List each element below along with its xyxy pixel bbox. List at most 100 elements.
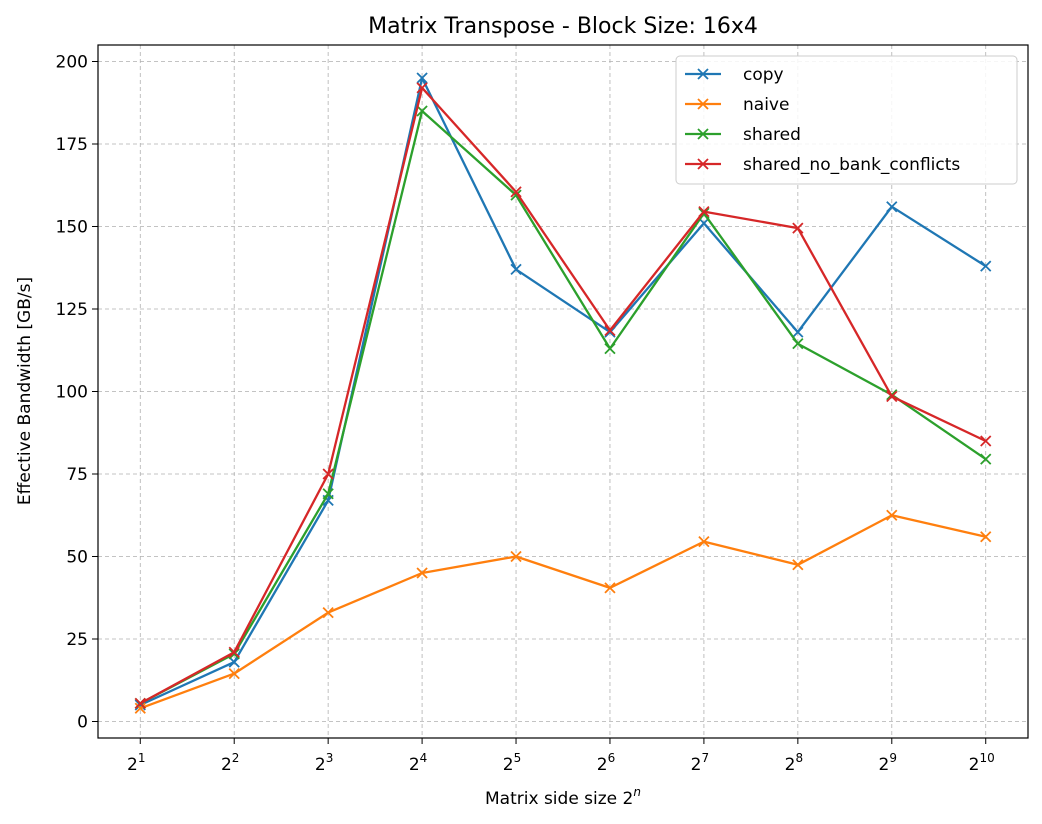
data-point-marker: [980, 453, 992, 465]
data-point-marker: [228, 656, 240, 668]
data-point-marker: [416, 72, 428, 84]
data-point-marker: [604, 342, 616, 355]
data-point-marker: [886, 509, 898, 521]
x-axis-ticks: 21 22 23 24 25 26 27 28 29 210: [127, 738, 995, 775]
data-point-marker: [980, 260, 992, 272]
x-tick-exponent: 1: [138, 751, 146, 765]
data-point-marker: [228, 668, 240, 680]
data-point-marker: [792, 338, 804, 350]
legend-label: shared: [743, 125, 801, 145]
data-point-marker: [510, 550, 522, 563]
data-point-marker: [510, 263, 522, 276]
x-tick-exponent: 5: [514, 751, 522, 765]
x-tick-label: 29: [879, 751, 897, 775]
x-axis-label: Matrix side size 2n: [485, 785, 641, 809]
legend-label: naive: [743, 95, 789, 115]
x-tick-label: 23: [315, 751, 333, 775]
x-tick-base: 2: [879, 755, 890, 775]
legend-entry: naive: [685, 95, 789, 115]
legend-entry: shared_no_bank_conflicts: [685, 155, 960, 175]
x-tick-base: 2: [597, 755, 608, 775]
y-tick-label: 150: [56, 218, 88, 238]
y-tick-label: 100: [56, 383, 88, 403]
legend-marker: [697, 98, 709, 110]
data-point-marker: [792, 222, 804, 234]
legend-entry: copy: [685, 65, 784, 85]
x-axis-label-superscript: n: [633, 785, 641, 799]
data-point-marker: [604, 582, 616, 594]
x-tick-label: 210: [969, 751, 995, 775]
data-point-marker: [322, 468, 334, 480]
data-point-marker: [698, 206, 710, 218]
x-tick-label: 22: [221, 751, 239, 775]
data-point-marker: [228, 648, 240, 660]
x-tick-base: 2: [127, 755, 138, 775]
x-tick-label: 26: [597, 751, 615, 775]
data-point-marker: [322, 488, 334, 500]
y-axis-label: Effective Bandwidth [GB/s]: [15, 277, 35, 505]
data-point-marker: [980, 435, 992, 447]
x-tick-label: 27: [691, 751, 709, 775]
x-tick-exponent: 3: [326, 751, 334, 765]
series-layer: [134, 72, 992, 714]
series-naive: [134, 509, 992, 714]
x-tick-base: 2: [969, 755, 980, 775]
series-line: [139, 76, 987, 707]
y-tick-label: 0: [77, 713, 88, 733]
legend-marker: [697, 158, 709, 170]
x-tick-label: 25: [503, 751, 521, 775]
chart-title: Matrix Transpose - Block Size: 16x4: [368, 14, 758, 39]
x-tick-base: 2: [315, 755, 326, 775]
x-tick-label: 24: [409, 751, 427, 775]
series-line: [139, 109, 987, 705]
legend: copy naive shared shared_no_bank_conflicts: [675, 55, 1018, 185]
x-tick-base: 2: [785, 755, 796, 775]
x-tick-exponent: 7: [702, 751, 710, 765]
data-point-marker: [134, 697, 146, 709]
x-tick-exponent: 9: [889, 751, 897, 765]
data-point-marker: [416, 105, 428, 117]
x-tick-exponent: 10: [980, 751, 995, 765]
data-point-marker: [792, 559, 804, 571]
series-shared_no_bank_conflicts: [134, 82, 992, 709]
grid: [98, 45, 1028, 738]
x-tick-base: 2: [409, 755, 420, 775]
series-line: [139, 514, 986, 710]
x-axis-label-text: Matrix side size 2: [485, 789, 633, 809]
data-point-marker: [322, 606, 334, 619]
data-point-marker: [886, 390, 898, 403]
y-tick-label: 200: [56, 53, 88, 73]
x-tick-exponent: 4: [420, 751, 428, 765]
legend-entry: shared: [685, 125, 801, 145]
legend-marker: [697, 68, 709, 80]
legend-label: shared_no_bank_conflicts: [743, 155, 960, 175]
x-tick-base: 2: [221, 755, 232, 775]
data-point-marker: [980, 531, 992, 543]
y-tick-label: 175: [56, 135, 88, 155]
data-point-marker: [416, 567, 428, 579]
x-tick-base: 2: [503, 755, 514, 775]
data-point-marker: [228, 646, 240, 658]
y-tick-label: 50: [66, 548, 88, 568]
x-tick-label: 28: [785, 751, 803, 775]
data-point-marker: [792, 326, 804, 338]
series-shared: [134, 105, 992, 709]
data-point-marker: [698, 536, 710, 548]
legend-marker: [697, 128, 709, 140]
series-line: [139, 86, 987, 705]
x-tick-base: 2: [691, 755, 702, 775]
data-point-marker: [134, 702, 146, 714]
y-tick-label: 75: [66, 465, 88, 485]
data-point-marker: [604, 326, 616, 338]
data-point-marker: [604, 324, 616, 337]
x-tick-exponent: 2: [232, 751, 240, 765]
data-point-marker: [510, 186, 522, 198]
x-tick-label: 21: [127, 751, 145, 775]
y-tick-label: 125: [56, 300, 88, 320]
y-axis-ticks: 0 25 50 75 100 125 150 175 200: [56, 53, 98, 733]
data-point-marker: [416, 82, 428, 94]
data-point-marker: [886, 201, 898, 213]
y-tick-label: 25: [66, 630, 88, 650]
x-tick-exponent: 8: [795, 751, 803, 765]
